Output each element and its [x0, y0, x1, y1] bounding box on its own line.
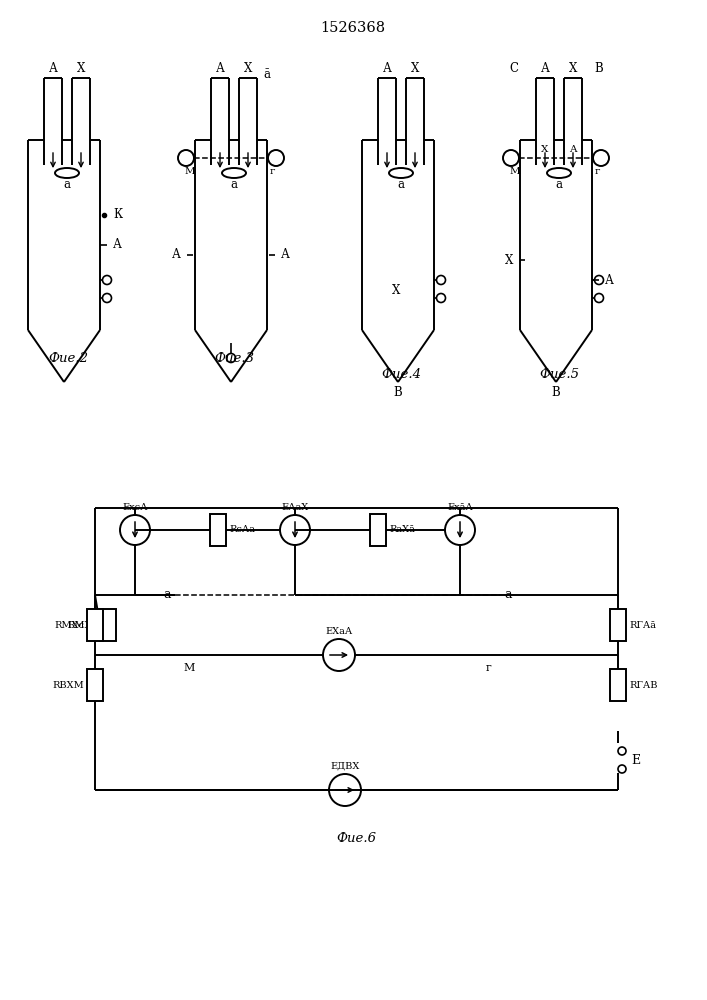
Ellipse shape	[55, 168, 79, 178]
Bar	[610, 609, 626, 641]
Text: г: г	[595, 166, 600, 176]
Text: ExcА: ExcА	[122, 503, 148, 512]
Circle shape	[595, 294, 604, 302]
Text: г: г	[269, 166, 275, 176]
Text: B: B	[551, 385, 561, 398]
Text: ЕХаА: ЕХаА	[325, 627, 353, 636]
Text: RВХМ: RВХМ	[52, 680, 84, 690]
Text: А: А	[605, 273, 614, 286]
Circle shape	[120, 515, 150, 545]
Text: RМХс: RМХс	[67, 620, 97, 630]
Text: RГАā: RГАā	[629, 620, 656, 630]
Text: ExāА: ExāА	[447, 503, 473, 512]
Text: А: А	[216, 62, 224, 75]
Text: Фие.3: Фие.3	[214, 352, 254, 364]
Text: А: А	[172, 248, 181, 261]
Circle shape	[445, 515, 475, 545]
Circle shape	[280, 515, 310, 545]
Text: a: a	[64, 178, 71, 192]
Text: Х: Х	[411, 62, 419, 75]
Circle shape	[436, 294, 445, 302]
Circle shape	[593, 150, 609, 166]
Circle shape	[103, 294, 112, 302]
Text: a: a	[556, 178, 563, 192]
Circle shape	[178, 150, 194, 166]
Circle shape	[323, 639, 355, 671]
Bar	[370, 514, 386, 546]
Bar	[210, 514, 226, 546]
Text: C: C	[509, 62, 518, 75]
Text: А: А	[113, 238, 122, 251]
Circle shape	[595, 275, 604, 284]
Text: a: a	[397, 178, 404, 192]
Bar	[100, 609, 116, 641]
Text: X: X	[542, 145, 549, 154]
Text: А: А	[281, 248, 290, 261]
Bar	[610, 669, 626, 701]
Circle shape	[618, 765, 626, 773]
Circle shape	[268, 150, 284, 166]
Text: ā: ā	[263, 68, 270, 81]
Text: Фие.6: Фие.6	[337, 832, 377, 844]
Circle shape	[436, 275, 445, 284]
Text: Х: Х	[569, 62, 577, 75]
Text: Фие.4: Фие.4	[381, 368, 421, 381]
Circle shape	[103, 275, 112, 284]
Ellipse shape	[389, 168, 413, 178]
Text: г: г	[486, 663, 492, 673]
Text: М: М	[183, 663, 194, 673]
Bar	[87, 669, 103, 701]
Circle shape	[226, 354, 235, 362]
Text: А: А	[382, 62, 392, 75]
Text: Х: Х	[77, 62, 85, 75]
Text: A: A	[569, 145, 577, 154]
Bar	[87, 609, 103, 641]
Ellipse shape	[547, 168, 571, 178]
Circle shape	[618, 747, 626, 755]
Text: RМХс: RМХс	[54, 620, 84, 630]
Text: RаXā: RаXā	[389, 526, 415, 534]
Ellipse shape	[222, 168, 246, 178]
Text: a: a	[504, 588, 511, 601]
Text: А: А	[541, 62, 549, 75]
Text: B: B	[594, 62, 603, 75]
Text: Х: Х	[244, 62, 252, 75]
Text: B: B	[394, 385, 402, 398]
Text: Фие.5: Фие.5	[539, 368, 579, 381]
Text: RГАВ: RГАВ	[629, 680, 658, 690]
Text: E: E	[631, 754, 640, 766]
Text: a: a	[230, 178, 238, 192]
Text: К: К	[113, 209, 122, 222]
Text: Фие.2: Фие.2	[48, 352, 88, 364]
Text: X: X	[392, 284, 400, 296]
Circle shape	[503, 150, 519, 166]
Text: 1526368: 1526368	[320, 21, 385, 35]
Text: EАаX: EАаX	[281, 503, 309, 512]
Text: М: М	[510, 166, 520, 176]
Circle shape	[329, 774, 361, 806]
Text: RcАа: RcАа	[229, 526, 255, 534]
Text: А: А	[49, 62, 57, 75]
Text: ЕДВХ: ЕДВХ	[330, 762, 360, 771]
Text: a: a	[163, 588, 171, 601]
Text: М: М	[185, 166, 195, 176]
Text: X: X	[505, 253, 513, 266]
